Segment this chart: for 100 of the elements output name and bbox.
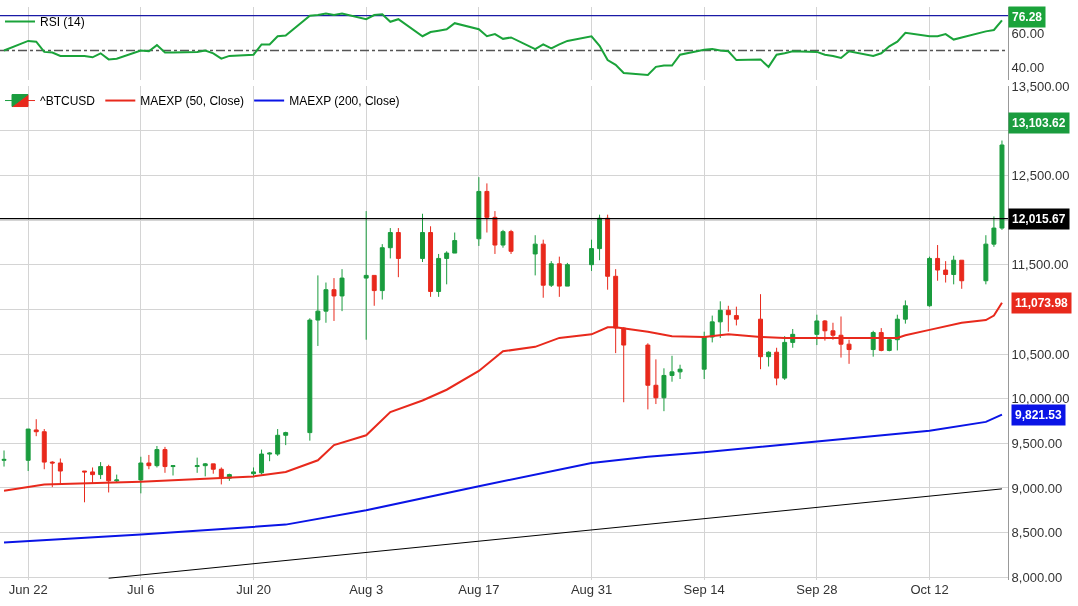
candlestick <box>717 300 723 339</box>
candlestick <box>999 140 1005 231</box>
y-tick-label: 12,500.00 <box>1011 167 1070 183</box>
candlestick <box>452 232 458 254</box>
candlestick <box>57 458 63 485</box>
candlestick <box>363 210 369 341</box>
candlestick <box>25 428 31 472</box>
text: 76.28 <box>1012 10 1043 24</box>
candlestick <box>283 431 289 446</box>
candlestick <box>774 347 780 386</box>
y-tick-label: 13,500.00 <box>1011 78 1070 94</box>
candlestick <box>476 176 482 247</box>
candlestick <box>838 315 844 359</box>
candlestick <box>814 314 820 346</box>
candlestick <box>951 255 957 285</box>
y-tick-label: 9,500.00 <box>1011 435 1063 451</box>
candlestick <box>315 274 321 347</box>
x-tick-label: Sep 28 <box>796 582 838 597</box>
candlestick <box>661 367 667 412</box>
candlestick <box>870 330 876 358</box>
candlestick <box>114 474 120 484</box>
annotation: 9,821.53 <box>1015 408 1063 422</box>
candlestick <box>822 319 828 342</box>
candlestick <box>645 342 651 410</box>
legend-label: RSI (14) <box>40 15 85 30</box>
candlestick <box>428 225 434 298</box>
candlestick <box>846 339 852 365</box>
x-tick-label: Aug 3 <box>349 582 384 597</box>
candlestick <box>782 335 788 381</box>
x-tick-label: Oct 12 <box>910 582 949 597</box>
candlestick <box>379 243 385 301</box>
candlestick <box>830 322 836 341</box>
candlestick <box>323 282 329 324</box>
legend-label: MAEXP (50, Close) <box>140 94 245 109</box>
candlestick <box>564 262 570 287</box>
candlestick <box>894 314 900 351</box>
x-tick-label: Aug 17 <box>458 582 500 597</box>
candlestick <box>395 227 401 278</box>
candlestick <box>436 253 442 298</box>
candlestick <box>307 317 313 442</box>
y-tick-label: 10,500.00 <box>1011 346 1070 362</box>
candlestick <box>444 250 450 285</box>
legend-label: ^BTCUSD <box>40 94 96 109</box>
y-tick-label: 40.00 <box>1011 60 1045 76</box>
candlestick <box>927 256 932 308</box>
candlestick <box>669 355 675 383</box>
y-tick-label: 8,000.00 <box>1011 569 1063 585</box>
ref-line-label: 12,015.67 <box>1012 212 1066 226</box>
candlestick <box>1 449 7 468</box>
candlestick <box>267 451 273 462</box>
candlestick <box>902 299 908 325</box>
candlestick <box>484 182 490 234</box>
x-tick-label: Sep 14 <box>683 582 725 597</box>
y-tick-label: 60.00 <box>1011 25 1045 41</box>
candlestick <box>589 239 594 272</box>
candlestick <box>170 465 176 476</box>
candlestick <box>709 315 715 343</box>
candlestick <box>556 256 562 298</box>
text: 13,103.62 <box>1012 116 1066 130</box>
candlestick <box>597 214 603 261</box>
candlestick <box>194 457 200 474</box>
candlestick <box>508 229 514 255</box>
candlestick <box>420 213 425 263</box>
x-tick-label: Jul 6 <box>127 582 155 597</box>
candlestick <box>677 364 683 380</box>
x-tick-label: Aug 31 <box>570 582 613 597</box>
y-tick-label: 9,000.00 <box>1011 480 1063 496</box>
candlestick <box>886 337 892 352</box>
candlestick <box>733 306 739 326</box>
candlestick <box>98 461 104 480</box>
candlestick <box>500 229 506 249</box>
y-tick-label: 8,500.00 <box>1011 525 1063 541</box>
candlestick <box>339 268 345 312</box>
candlestick <box>701 331 707 380</box>
candlestick <box>621 326 627 403</box>
candlestick <box>33 418 39 437</box>
candlestick <box>259 449 265 476</box>
candlestick <box>275 428 281 457</box>
candlestick <box>154 445 160 468</box>
y-tick-label: 11,500.00 <box>1011 257 1069 273</box>
legend-label: MAEXP (200, Close) <box>289 94 400 109</box>
candlestick <box>90 466 96 485</box>
candlestick <box>532 234 538 276</box>
candlestick <box>725 305 731 333</box>
candlestick <box>935 244 941 282</box>
candlestick <box>331 277 337 322</box>
candlestick <box>202 462 208 477</box>
candlestick <box>371 274 377 307</box>
candlestick <box>49 460 55 488</box>
candlestick <box>605 214 611 291</box>
candlestick <box>991 215 997 248</box>
candlestick <box>548 260 554 288</box>
candlestick <box>766 350 772 368</box>
candlestick <box>138 456 144 494</box>
candlestick <box>959 259 965 290</box>
candlestick <box>41 428 47 470</box>
line-series <box>3 413 1003 544</box>
y-tick-label: 10,000.00 <box>1011 391 1070 407</box>
candlestick <box>251 466 256 478</box>
x-tick-label: Jun 22 <box>8 582 48 597</box>
